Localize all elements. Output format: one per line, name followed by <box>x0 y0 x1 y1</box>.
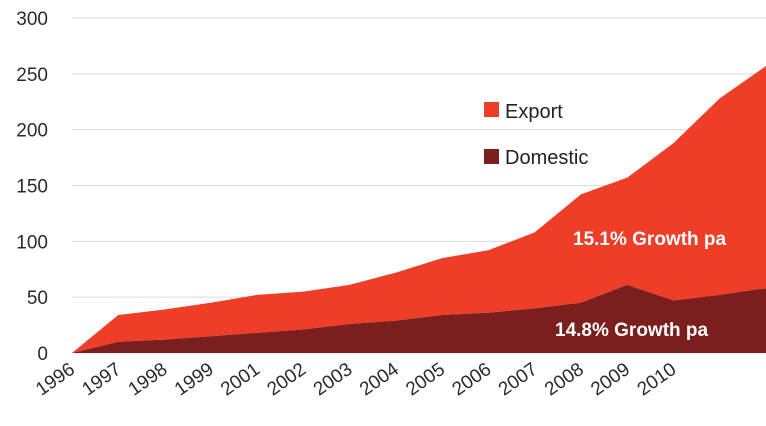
area-export <box>72 66 766 354</box>
x-tick-label: 2003 <box>310 359 357 400</box>
x-tick-label: 2010 <box>634 359 681 400</box>
y-tick-label: 300 <box>16 9 48 30</box>
x-tick-label: 2006 <box>449 359 496 400</box>
y-tick-label: 0 <box>37 344 48 365</box>
x-tick-label: 1996 <box>32 359 79 400</box>
x-tick-label: 2004 <box>356 359 403 401</box>
legend-label-domestic: Domestic <box>505 147 588 169</box>
x-tick-label: 1997 <box>78 359 125 400</box>
x-tick-label: 2009 <box>587 359 634 400</box>
area-domestic <box>72 284 766 353</box>
y-axis-ticks: 0 50 100 150 200 250 300 <box>16 9 48 365</box>
y-tick-label: 50 <box>27 288 48 309</box>
x-tick-label: 1999 <box>171 359 218 400</box>
y-tick-label: 100 <box>16 232 48 253</box>
legend-label-export: Export <box>505 101 563 123</box>
x-tick-label: 2008 <box>541 359 588 400</box>
legend: Export Domestic <box>484 101 588 169</box>
annotation-export-growth: 15.1% Growth pa <box>573 229 727 250</box>
x-tick-label: 2002 <box>264 359 311 400</box>
legend-swatch-domestic <box>484 149 499 164</box>
y-tick-label: 150 <box>16 177 48 198</box>
y-tick-label: 200 <box>16 121 48 142</box>
x-tick-label: 1998 <box>125 359 172 400</box>
x-tick-label: 2001 <box>217 359 264 400</box>
x-tick-label: 2007 <box>495 359 542 400</box>
x-tick-label: 2005 <box>402 359 449 400</box>
annotation-domestic-growth: 14.8% Growth pa <box>555 320 709 341</box>
legend-swatch-export <box>484 102 499 117</box>
x-axis-ticks: 1996 1997 1998 1999 2001 2002 2003 2004 2005 2006… <box>32 359 680 401</box>
areas <box>72 66 766 354</box>
y-tick-label: 250 <box>16 65 48 86</box>
grid-lines <box>72 17 766 354</box>
